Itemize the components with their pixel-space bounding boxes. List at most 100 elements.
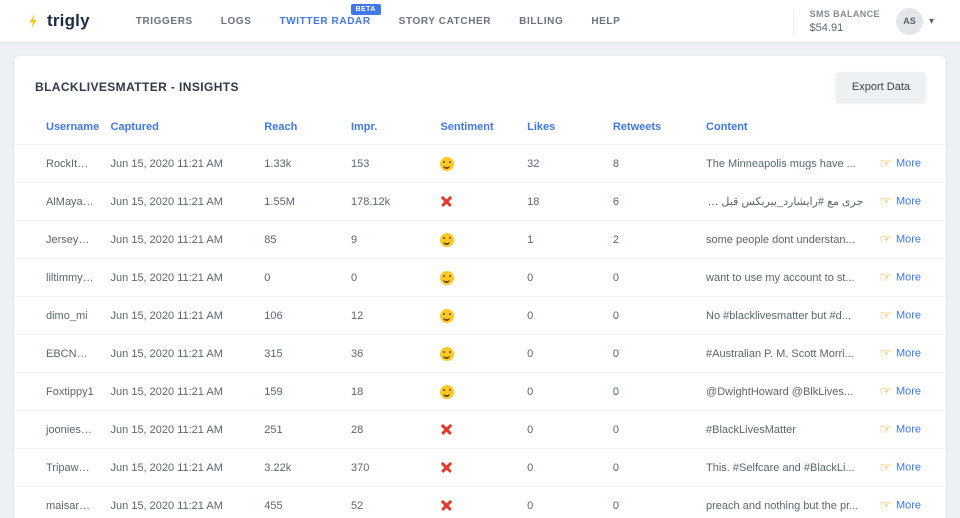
likes-cell: 1 — [519, 220, 605, 259]
table-row: TripawdMom Jun 15, 2020 11:21 AM 3.22k 3… — [14, 448, 946, 487]
likes-cell: 0 — [519, 334, 605, 373]
negative-sentiment-icon — [440, 423, 453, 436]
retweets-cell: 0 — [604, 486, 699, 518]
nav-item-label: STORY CATCHER — [398, 15, 492, 27]
username-cell: Jersey_cocai... — [14, 220, 103, 259]
nav-item-help[interactable]: HELP — [591, 16, 620, 27]
retweets-cell: 8 — [604, 144, 699, 183]
export-data-button[interactable]: Export Data — [835, 72, 926, 102]
positive-sentiment-icon — [440, 308, 455, 323]
nav-item-logs[interactable]: LOGS — [221, 16, 252, 27]
impr-cell: 370 — [342, 448, 433, 487]
likes-cell: 0 — [519, 372, 605, 411]
nav-item-label: BILLING — [519, 15, 564, 27]
sms-balance-value: $54.91 — [809, 21, 844, 34]
username-cell: TripawdMom — [14, 448, 103, 487]
username-cell: RockItPooleUK — [14, 144, 103, 183]
more-link-label: More — [895, 423, 921, 436]
sentiment-cell — [432, 296, 520, 335]
content-cell: This. #Selfcare and #BlackLi... — [698, 448, 872, 487]
reach-cell: 251 — [256, 410, 343, 449]
more-link[interactable]: ☞ More — [871, 372, 946, 411]
sentiment-cell — [432, 486, 520, 518]
more-link[interactable]: ☞ More — [871, 182, 946, 221]
likes-cell: 0 — [519, 258, 605, 297]
more-link[interactable]: ☞ More — [871, 334, 946, 373]
nav-item-billing[interactable]: BILLING — [519, 16, 563, 27]
likes-cell: 0 — [519, 448, 605, 487]
retweets-cell: 0 — [604, 258, 699, 297]
sentiment-cell — [432, 372, 520, 411]
more-link-label: More — [895, 271, 921, 284]
brand-name: trigly — [47, 11, 90, 30]
impr-cell: 178.12k — [342, 182, 433, 221]
reach-cell: 1.55M — [256, 182, 343, 221]
nav-item-story-catcher[interactable]: STORY CATCHER — [399, 16, 491, 27]
nav-item-triggers[interactable]: TRIGGERS — [136, 16, 193, 27]
column-header-likes: Likes — [527, 121, 556, 133]
account-menu[interactable]: AS ▾ — [895, 7, 934, 35]
more-link[interactable]: ☞ More — [871, 486, 946, 518]
reach-cell: 1.33k — [256, 144, 343, 183]
content-cell: جرى مع #رايشارد_بيريكس قبل مقتله# — [698, 182, 872, 221]
more-link-label: More — [895, 385, 921, 398]
more-link-label: More — [895, 461, 921, 474]
column-header-more — [871, 110, 946, 145]
username-cell: liltimmytimtt — [14, 258, 103, 297]
retweets-cell: 2 — [604, 220, 699, 259]
nav-item-label: LOGS — [220, 15, 252, 27]
table-row: liltimmytimtt Jun 15, 2020 11:21 AM 0 0 … — [14, 258, 946, 297]
impr-cell: 153 — [342, 144, 433, 183]
likes-cell: 0 — [519, 410, 605, 449]
reach-cell: 315 — [256, 334, 343, 373]
reach-cell: 106 — [256, 296, 343, 335]
captured-cell: Jun 15, 2020 11:21 AM — [102, 334, 257, 373]
username-cell: Foxtippy1 — [14, 372, 103, 411]
captured-cell: Jun 15, 2020 11:21 AM — [102, 258, 257, 297]
likes-cell: 0 — [519, 296, 605, 335]
main-content: BLACKLIVESMATTER - INSIGHTS Export Data … — [0, 56, 960, 518]
more-link[interactable]: ☞ More — [871, 448, 946, 487]
more-link[interactable]: ☞ More — [871, 144, 946, 183]
sentiment-cell — [432, 448, 520, 487]
column-header-captured: Captured — [110, 121, 159, 133]
sentiment-cell — [432, 334, 520, 373]
table-row: jooniesTreeB... Jun 15, 2020 11:21 AM 25… — [14, 410, 946, 449]
positive-sentiment-icon — [440, 156, 455, 171]
reach-cell: 455 — [256, 486, 343, 518]
captured-cell: Jun 15, 2020 11:21 AM — [102, 448, 257, 487]
retweets-cell: 6 — [604, 182, 699, 221]
pointing-hand-icon: ☞ — [879, 345, 892, 361]
table-header-row: Username Captured Reach Impr. Sentiment Likes… — [14, 110, 946, 145]
column-header-impr: Impr. — [350, 121, 378, 133]
retweets-cell: 0 — [604, 296, 699, 335]
column-header-retweets: Retweets — [612, 121, 662, 133]
more-link-label: More — [895, 309, 921, 322]
captured-cell: Jun 15, 2020 11:21 AM — [102, 372, 257, 411]
more-link[interactable]: ☞ More — [871, 258, 946, 297]
more-link[interactable]: ☞ More — [871, 220, 946, 259]
sentiment-cell — [432, 220, 520, 259]
table-row: dimo_mi Jun 15, 2020 11:21 AM 106 12 0 0… — [14, 296, 946, 335]
username-cell: maisarahxo — [14, 486, 103, 518]
main-nav: TRIGGERS LOGS TWITTER RADAR BETA STORY C… — [136, 3, 621, 27]
card-header: BLACKLIVESMATTER - INSIGHTS Export Data — [14, 56, 946, 110]
more-link[interactable]: ☞ More — [871, 296, 946, 335]
captured-cell: Jun 15, 2020 11:21 AM — [102, 220, 257, 259]
reach-cell: 159 — [256, 372, 343, 411]
content-cell: @DwightHoward @BlkLives... — [698, 372, 872, 411]
insights-card: BLACKLIVESMATTER - INSIGHTS Export Data … — [14, 56, 946, 518]
username-cell: EBCNEWZs — [14, 334, 103, 373]
more-link[interactable]: ☞ More — [871, 410, 946, 449]
sentiment-cell — [432, 144, 520, 183]
captured-cell: Jun 15, 2020 11:21 AM — [102, 296, 257, 335]
nav-item-twitter-radar[interactable]: TWITTER RADAR BETA — [280, 3, 381, 27]
sms-balance-label: SMS BALANCE — [809, 8, 880, 19]
brand-logo[interactable]: trigly — [26, 11, 90, 31]
content-cell: No #blacklivesmatter but #d... — [698, 296, 872, 335]
impr-cell: 0 — [342, 258, 433, 297]
positive-sentiment-icon — [440, 270, 455, 285]
positive-sentiment-icon — [440, 384, 455, 399]
column-header-sentiment: Sentiment — [440, 121, 494, 133]
reach-cell: 3.22k — [256, 448, 343, 487]
